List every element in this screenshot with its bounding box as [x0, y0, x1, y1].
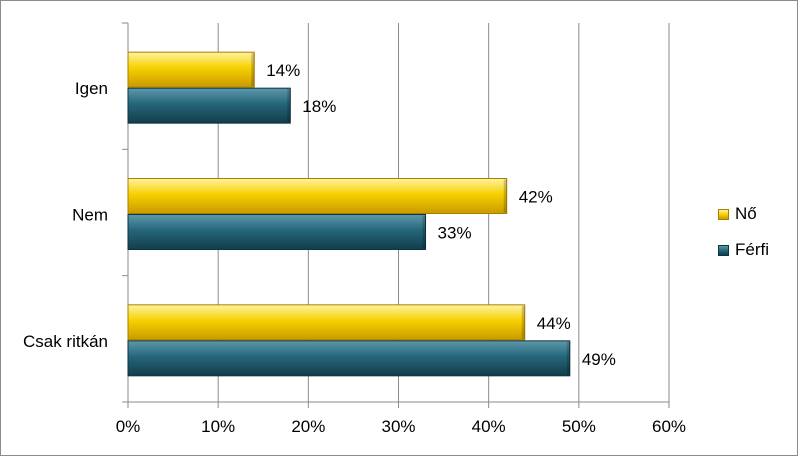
bar-edge — [422, 215, 426, 249]
bar-edge — [503, 179, 507, 213]
category-label: Csak ritkán — [23, 332, 108, 351]
legend-item-no: Nő — [718, 196, 769, 232]
bar — [127, 214, 427, 250]
bar-edge — [566, 341, 570, 375]
data-label: 18% — [302, 97, 336, 116]
axes: 0% 10% 20% 30% 40% 50% 60% Igen Nem Csak ritkán — [23, 22, 686, 436]
legend: Nő Férfi — [718, 196, 769, 268]
category-label: Nem — [72, 206, 108, 225]
x-tick-label: 60% — [652, 417, 686, 436]
bar — [127, 51, 255, 88]
bar — [127, 340, 571, 377]
labels: 14%18% 42% 33% 44% 49% — [266, 61, 616, 369]
x-tick-label: 0% — [116, 417, 141, 436]
bar-edge — [251, 53, 255, 87]
bars — [127, 51, 571, 377]
legend-swatch-no — [718, 208, 729, 220]
bar — [127, 178, 508, 214]
legend-item-ferfi: Férfi — [718, 232, 769, 268]
legend-label-ferfi: Férfi — [735, 240, 769, 259]
bar-edge — [521, 305, 525, 339]
bar — [127, 87, 291, 124]
x-tick-label: 10% — [201, 417, 235, 436]
category-label: Igen — [75, 79, 108, 98]
legend-swatch-ferfi — [718, 244, 729, 256]
data-label: 44% — [537, 314, 571, 333]
x-tick-label: 20% — [291, 417, 325, 436]
x-tick-label: 40% — [472, 417, 506, 436]
legend-label-no: Nő — [735, 204, 757, 223]
data-label: 49% — [582, 350, 616, 369]
data-label: 42% — [519, 188, 553, 207]
data-label: 33% — [438, 224, 472, 243]
x-tick-label: 30% — [381, 417, 415, 436]
bar-edge — [287, 89, 291, 123]
bar — [127, 304, 526, 341]
data-label: 14% — [266, 61, 300, 80]
x-tick-label: 50% — [562, 417, 596, 436]
